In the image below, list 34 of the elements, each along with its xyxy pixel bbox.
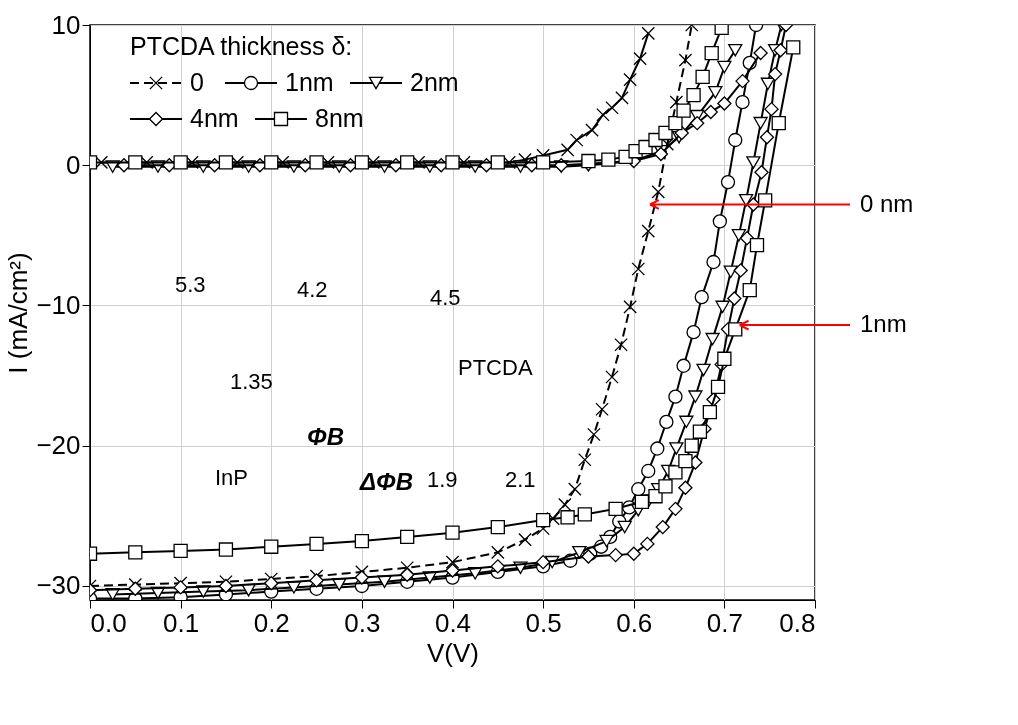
x-tick-label: 0.0 xyxy=(90,607,127,638)
annotation: ΦB xyxy=(307,423,345,450)
annotation: InP xyxy=(215,465,249,490)
annotation: 2.1 xyxy=(505,467,536,492)
x-tick-label: 0.4 xyxy=(434,607,472,638)
x-tick-label: 0.6 xyxy=(616,607,653,638)
annotation: 0 nm xyxy=(860,189,914,217)
y-tick-label: −10 xyxy=(36,289,81,320)
annotation: PTCDA xyxy=(458,355,533,380)
annotation: 5.3 xyxy=(175,272,206,297)
x-tick-label: 0.7 xyxy=(706,607,743,638)
legend-label: 4nm xyxy=(190,104,239,132)
x-tick-label: 0.1 xyxy=(163,607,200,638)
x-axis-title: V(V) xyxy=(427,637,479,668)
annotation: 4.2 xyxy=(297,277,328,302)
legend-label: 2nm xyxy=(410,68,459,96)
annotation: 1nm xyxy=(860,310,907,338)
y-tick-label: −20 xyxy=(36,430,81,461)
x-tick-label: 0.3 xyxy=(344,607,381,638)
legend-label: 8nm xyxy=(315,104,364,132)
y-tick-label: 10 xyxy=(51,9,81,40)
x-tick-label: 0.2 xyxy=(253,607,290,638)
annotation: 1.9 xyxy=(427,467,458,492)
legend-label: 1nm xyxy=(285,68,334,96)
y-tick-label: −30 xyxy=(36,570,81,601)
annotation: 4.5 xyxy=(430,285,461,310)
annotation: ΔΦB xyxy=(359,468,414,495)
y-tick-label: 0 xyxy=(66,149,81,180)
annotation: 1.35 xyxy=(230,369,273,394)
x-tick-label: 0.8 xyxy=(779,607,816,638)
legend-title: PTCDA thickness δ: xyxy=(130,32,353,60)
legend-label: 0 xyxy=(190,68,204,96)
x-tick-label: 0.5 xyxy=(525,607,562,638)
y-axis-title: I (mA/cm²) xyxy=(3,252,34,374)
